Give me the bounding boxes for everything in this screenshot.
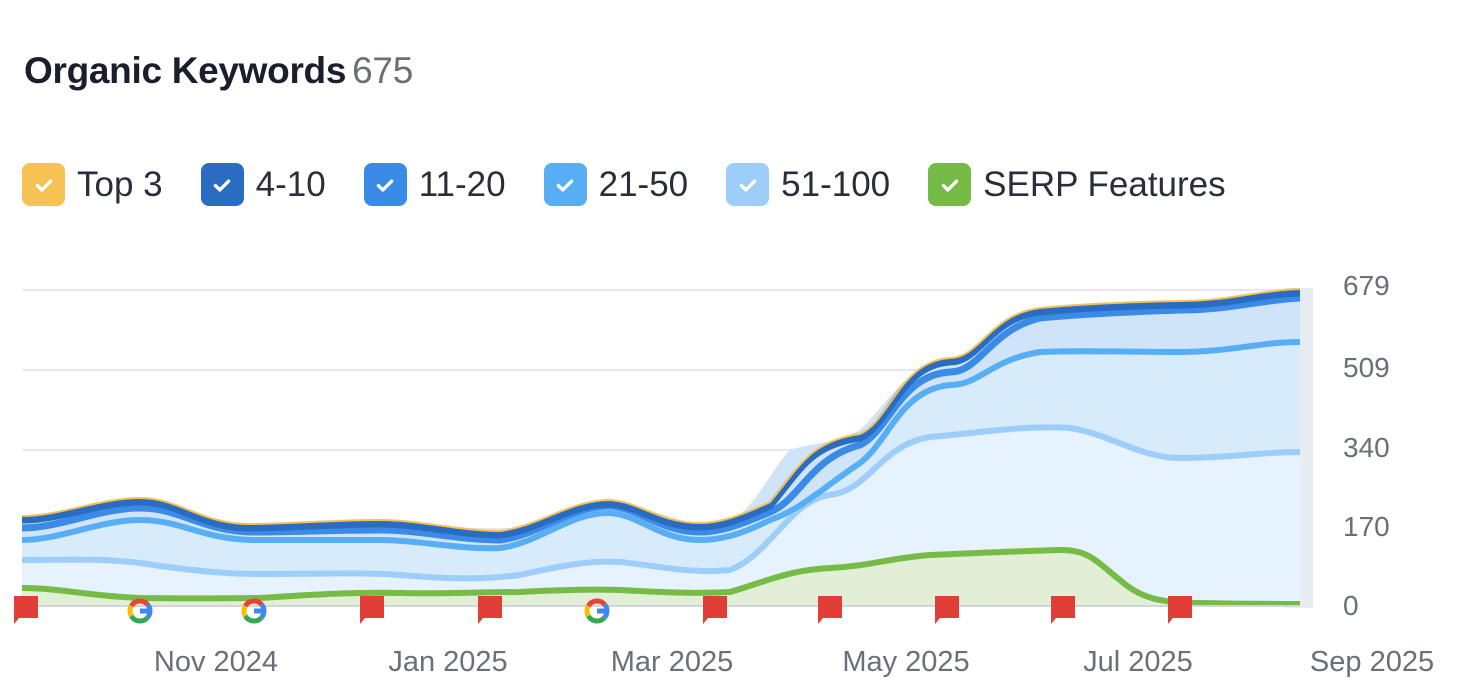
line-top-3 [21, 288, 1301, 533]
google-update-icon[interactable] [127, 598, 153, 624]
legend-label: 11-20 [418, 164, 506, 204]
flag-icon[interactable] [478, 596, 502, 624]
checkbox-icon[interactable] [363, 163, 407, 206]
legend-label: 4-10 [255, 164, 326, 204]
y-tick-679: 679 [1343, 270, 1390, 301]
flag-icon[interactable] [1168, 596, 1192, 624]
google-update-icon[interactable] [241, 598, 267, 624]
google-update-icon[interactable] [584, 598, 610, 624]
x-tick-sep-2025: Sep 2025 [1309, 646, 1435, 678]
y-tick-340: 340 [1343, 432, 1390, 463]
x-tick-nov-2024: Nov 2024 [153, 646, 279, 678]
legend-toggle-51-100[interactable]: 51-100 [726, 163, 890, 206]
legend-label: 51-100 [781, 164, 891, 204]
x-tick-jul-2025: Jul 2025 [1083, 646, 1193, 678]
event-markers [14, 596, 1192, 624]
checkbox-icon[interactable] [22, 163, 65, 206]
y-tick-170: 170 [1343, 511, 1390, 542]
checkbox-icon[interactable] [726, 163, 770, 206]
legend-label: Top 3 [77, 164, 163, 204]
checkbox-icon[interactable] [543, 163, 587, 206]
y-tick-0: 0 [1343, 590, 1359, 621]
keyword-count: 675 [352, 50, 413, 91]
legend-toggle-21-50[interactable]: 21-50 [543, 163, 689, 206]
x-tick-may-2025: May 2025 [842, 646, 970, 678]
flag-icon[interactable] [360, 596, 384, 624]
flag-icon[interactable] [1051, 596, 1075, 624]
legend-toggle-4-10[interactable]: 4-10 [200, 163, 326, 206]
line-11-20 [21, 294, 1301, 544]
flag-icon[interactable] [818, 596, 842, 624]
title-text: Organic Keywords [24, 50, 347, 91]
legend-toggle-serp-features[interactable]: SERP Features [928, 163, 1226, 206]
widget-title: Organic Keywords 675 [24, 50, 413, 92]
line-4-10 [21, 289, 1301, 539]
chart-legend: Top 3 4-10 11-20 21-50 51-100 SERP Featu… [22, 163, 1264, 206]
flag-icon[interactable] [14, 596, 38, 624]
line-serp-features [21, 546, 1301, 607]
legend-label: SERP Features [983, 164, 1226, 204]
line-21-50 [21, 339, 1301, 552]
line-51-100 [21, 424, 1301, 582]
legend-toggle-11-20[interactable]: 11-20 [363, 163, 506, 206]
checkbox-icon[interactable] [200, 163, 244, 206]
x-tick-jan-2025: Jan 2025 [388, 646, 508, 678]
legend-toggle-top3[interactable]: Top 3 [22, 163, 163, 206]
checkbox-icon[interactable] [928, 163, 972, 206]
legend-label: 21-50 [598, 164, 689, 204]
flag-icon[interactable] [703, 596, 727, 624]
x-tick-mar-2025: Mar 2025 [610, 646, 734, 678]
y-tick-509: 509 [1343, 352, 1390, 383]
area-21-50 [22, 342, 1300, 579]
area-serp-features [22, 549, 1300, 605]
flag-icon[interactable] [935, 596, 959, 624]
